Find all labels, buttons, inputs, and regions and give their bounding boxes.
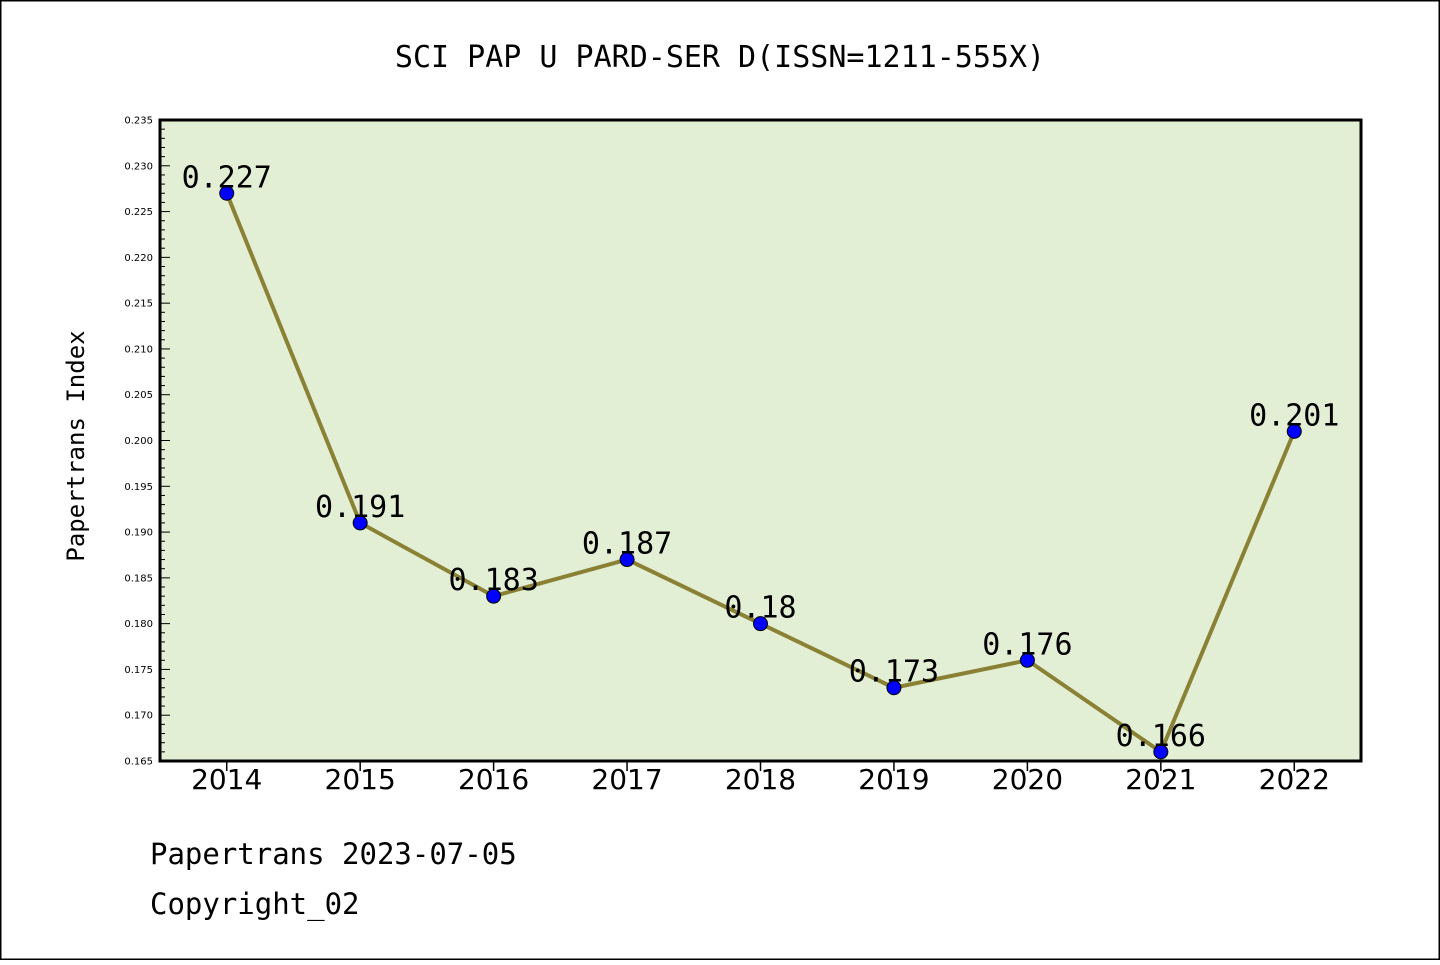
x-tick-label: 2022 [1259,763,1330,796]
y-axis-ticks: 0.165 0.170 0.175 0.180 0.185 0.190 0.195 0.200… [124,116,170,768]
y-tick-label: 0.220 [124,253,153,264]
y-tick-label: 0.180 [124,619,153,630]
x-tick-label: 2014 [191,763,262,796]
x-tick-label: 2018 [725,763,796,796]
data-label: 0.227 [182,160,272,195]
x-tick-label: 2017 [591,763,662,796]
y-tick-label: 0.195 [124,482,153,493]
x-tick-label: 2019 [858,763,929,796]
data-label: 0.191 [315,490,405,525]
footer-copyright: Copyright_02 [150,887,360,922]
plot-area [160,120,1361,761]
y-tick-label: 0.225 [124,207,153,218]
x-tick-label: 2020 [992,763,1063,796]
data-label: 0.187 [582,527,672,562]
y-tick-label: 0.205 [124,390,153,401]
data-point [352,515,368,531]
data-point [219,185,235,201]
y-tick-label: 0.170 [124,711,153,722]
y-tick-label: 0.215 [124,299,153,310]
y-tick-label: 0.210 [124,344,153,355]
y-tick-label: 0.235 [124,116,153,127]
data-label: 0.201 [1249,398,1339,433]
x-axis-ticks: 2014 2015 2016 2017 2018 2019 2020 2021 2022 [191,761,1330,796]
footer-date: Papertrans 2023-07-05 [150,837,517,871]
y-tick-label: 0.190 [124,528,153,539]
y-tick-label: 0.230 [124,161,153,172]
x-tick-label: 2021 [1125,763,1196,796]
y-tick-label: 0.200 [124,436,153,447]
chart-title: SCI PAP U PARD-SER D(ISSN=1211-555X) [395,40,1045,75]
y-tick-label: 0.185 [124,573,153,584]
plot-border [158,118,1363,763]
y-axis-label: Papertrans Index [62,330,90,561]
y-tick-label: 0.175 [124,665,153,676]
data-label: 0.173 [849,655,939,690]
data-label: 0.18 [724,591,796,626]
data-labels: 0.227 0.191 0.183 0.187 0.18 0.173 0.176 0.166 0… [182,160,1340,754]
data-label: 0.166 [1116,719,1206,754]
data-point [1153,744,1169,760]
x-tick-label: 2015 [325,763,396,796]
data-point [1286,423,1302,439]
data-point [753,616,768,632]
data-point [619,552,635,568]
data-label: 0.183 [448,563,538,598]
data-point [1019,652,1035,668]
data-point [486,588,502,604]
data-label: 0.176 [982,627,1072,662]
x-tick-label: 2016 [458,763,529,796]
y-tick-label: 0.165 [124,757,153,768]
data-points [219,185,1302,760]
data-point [886,680,902,696]
